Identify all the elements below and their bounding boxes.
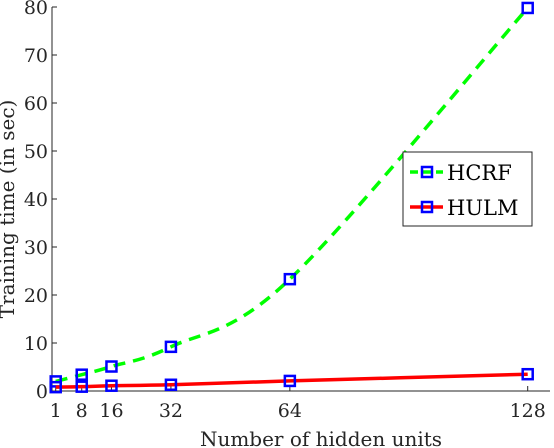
y-tick-label: 60 xyxy=(24,93,48,115)
data-point-hcrf xyxy=(283,272,297,286)
legend-marker-hcrf xyxy=(420,165,434,179)
data-point-hulm xyxy=(164,378,178,392)
x-tick-label: 16 xyxy=(99,400,123,422)
x-tick-label: 128 xyxy=(510,400,546,422)
data-point-hulm xyxy=(283,374,297,388)
series-hcrf xyxy=(49,1,534,388)
data-point-hcrf xyxy=(75,368,88,381)
x-tick-label: 32 xyxy=(159,400,183,422)
data-point-hulm xyxy=(521,367,534,381)
legend-label-hulm: HULM xyxy=(447,196,518,220)
legend: HCRF HULM xyxy=(402,151,533,227)
data-point-hcrf xyxy=(105,360,118,373)
y-tick-label: 20 xyxy=(24,285,48,307)
y-tick-label: 50 xyxy=(24,141,48,163)
legend-label-hcrf: HCRF xyxy=(447,161,512,185)
data-point-hulm xyxy=(75,380,88,393)
axes: 1 8 16 32 64 128 0 10 20 30 40 50 60 70 80 xyxy=(24,0,550,422)
y-tick-label: 0 xyxy=(36,381,48,403)
series-line-hcrf xyxy=(55,6,530,384)
series-layer xyxy=(49,1,534,394)
y-tick-label: 70 xyxy=(24,45,48,67)
x-tick-label: 1 xyxy=(50,400,62,422)
y-tick-label: 30 xyxy=(24,237,48,259)
x-tick-label: 8 xyxy=(76,400,88,422)
data-point-hcrf xyxy=(521,1,534,15)
x-tick-label: 64 xyxy=(278,400,302,422)
x-axis-label: Number of hidden units xyxy=(200,427,442,448)
y-tick-label: 80 xyxy=(24,0,48,19)
y-tick-label: 10 xyxy=(24,333,48,355)
y-tick-label: 40 xyxy=(24,189,48,211)
data-point-hulm xyxy=(105,379,118,392)
series-line-hulm xyxy=(55,372,528,389)
series-hulm xyxy=(49,367,534,394)
legend-box xyxy=(402,151,533,227)
legend-marker-hulm xyxy=(420,200,434,214)
y-axis-label: Training time (in sec) xyxy=(0,100,19,319)
data-point-hulm xyxy=(49,380,62,394)
data-point-hcrf xyxy=(164,340,178,354)
